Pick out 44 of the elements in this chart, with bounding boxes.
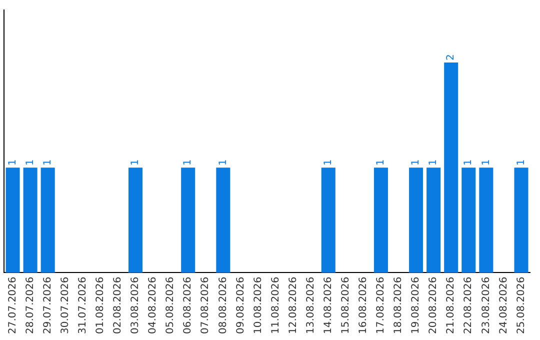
x-tick-label: 21.08.2026	[446, 276, 457, 334]
x-tick-label: 04.08.2026	[148, 276, 159, 334]
data-label: 1	[218, 159, 229, 166]
x-tick-label: 16.08.2026	[358, 276, 370, 334]
data-label: 1	[428, 159, 440, 166]
x-tick-label: 17.08.2026	[376, 276, 387, 334]
x-tick-label: 20.08.2026	[428, 276, 440, 334]
x-tick-label: 15.08.2026	[340, 276, 352, 334]
x-tick-label: 09.08.2026	[235, 276, 246, 334]
x-tick-label: 31.07.2026	[77, 276, 88, 334]
x-tick-label: 25.08.2026	[516, 276, 527, 334]
x-tick-label: 11.08.2026	[270, 276, 282, 334]
x-tick-label: 28.07.2026	[24, 276, 36, 334]
x-tick-label: 22.08.2026	[463, 276, 474, 334]
data-label: 1	[463, 159, 474, 166]
data-label: 1	[182, 159, 194, 166]
x-tick-label: 01.08.2026	[95, 276, 106, 334]
data-label: 1	[410, 159, 422, 166]
x-tick-label: 08.08.2026	[218, 276, 229, 334]
x-tick-label: 13.08.2026	[305, 276, 316, 334]
data-label: 1	[24, 159, 36, 166]
x-tick-label: 30.07.2026	[60, 276, 71, 334]
x-tick-label: 03.08.2026	[130, 276, 142, 334]
x-tick-label: 18.08.2026	[393, 276, 404, 334]
x-tick-label: 12.08.2026	[288, 276, 299, 334]
x-tick-label: 24.08.2026	[498, 276, 510, 334]
data-label: 1	[42, 159, 54, 166]
x-tick-label: 02.08.2026	[112, 276, 124, 334]
x-tick-label: 19.08.2026	[410, 276, 422, 334]
x-tick-label: 29.07.2026	[42, 276, 54, 334]
data-label: 2	[446, 54, 457, 61]
data-label: 1	[516, 159, 527, 166]
data-label: 1	[7, 159, 18, 166]
data-label: 1	[480, 159, 492, 166]
data-label: 1	[130, 159, 142, 166]
x-tick-label: 27.07.2026	[7, 276, 18, 334]
x-tick-label: 07.08.2026	[200, 276, 212, 334]
x-tick-label: 23.08.2026	[480, 276, 492, 334]
x-tick-label: 14.08.2026	[322, 276, 334, 334]
x-tick-label: 05.08.2026	[165, 276, 176, 334]
data-label: 1	[376, 159, 387, 166]
x-tick-label: 10.08.2026	[252, 276, 264, 334]
data-label: 1	[322, 159, 334, 166]
x-tick-label: 06.08.2026	[182, 276, 194, 334]
